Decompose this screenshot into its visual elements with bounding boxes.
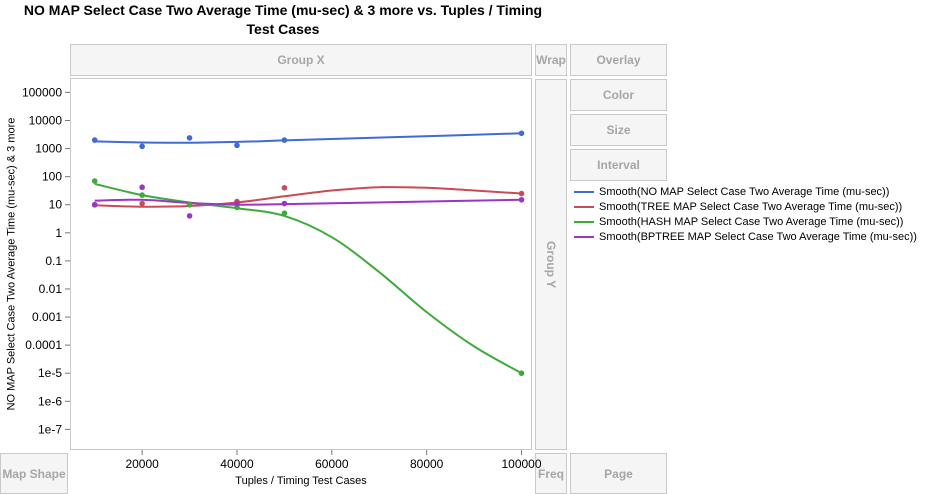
y-tick-label: 0.1 (45, 254, 62, 268)
legend-item[interactable]: Smooth(HASH MAP Select Case Two Average … (574, 214, 917, 229)
legend-swatch (574, 220, 594, 223)
y-tick-label: 0.001 (32, 310, 62, 324)
data-point-series-3 (186, 213, 193, 219)
chart-title: NO MAP Select Case Two Average Time (mu-… (0, 1, 566, 39)
y-tick-label: 1e-7 (38, 422, 62, 436)
y-axis-title: NO MAP Select Case Two Average Time (mu-… (2, 78, 20, 450)
color-label: Color (602, 88, 635, 102)
data-point-series-3 (139, 184, 145, 191)
wrap-label: Wrap (536, 53, 566, 67)
legend-label: Smooth(NO MAP Select Case Two Average Ti… (599, 185, 890, 198)
freq-label: Freq (537, 466, 564, 481)
smooth-curve-series-3 (94, 198, 522, 206)
y-tick-label: 1 (55, 226, 62, 240)
data-point-series-2 (234, 204, 240, 211)
y-tick-label: 1e-5 (38, 366, 62, 380)
data-point-series-3 (281, 200, 288, 207)
x-axis-title: Tuples / Timing Test Cases (235, 475, 367, 487)
data-point-series-2 (139, 192, 145, 198)
legend-swatch (574, 190, 594, 193)
legend-label: Smooth(HASH MAP Select Case Two Average … (599, 215, 904, 228)
plot-frame[interactable] (70, 78, 532, 450)
smooth-curve-series-0 (94, 132, 522, 144)
data-point-series-1 (281, 185, 288, 191)
map-shape-zone[interactable]: Map Shape (0, 453, 68, 494)
data-point-series-3 (91, 201, 98, 208)
legend: Smooth(NO MAP Select Case Two Average Ti… (574, 184, 917, 244)
legend-swatch (574, 205, 594, 208)
data-point-series-0 (518, 130, 525, 137)
x-tick-label: 20000 (125, 457, 159, 471)
data-point-series-0 (186, 135, 193, 141)
data-point-series-3 (234, 200, 240, 207)
data-point-series-2 (518, 370, 525, 377)
page-zone[interactable]: Page (570, 453, 667, 494)
data-point-series-2 (91, 178, 98, 184)
map-shape-label: Map Shape (2, 466, 66, 481)
y-tick-label: 1000 (35, 142, 62, 156)
smooth-curve-series-2 (94, 182, 522, 375)
size-zone[interactable]: Size (570, 114, 667, 146)
x-tick-label: 60000 (315, 457, 349, 471)
data-point-series-1 (139, 200, 145, 207)
group-x-zone[interactable]: Group X (70, 44, 532, 76)
color-zone[interactable]: Color (570, 79, 667, 111)
y-tick-label: 100 (42, 170, 62, 184)
plot-area (91, 130, 525, 377)
data-point-series-0 (139, 143, 145, 150)
y-tick-label: 1e-6 (38, 394, 62, 408)
chart-title-line-2: Test Cases (246, 21, 320, 37)
data-point-series-0 (281, 137, 288, 143)
y-tick-label: 10000 (29, 113, 63, 127)
data-point-series-3 (518, 196, 525, 203)
data-point-series-2 (186, 201, 193, 208)
group-x-label: Group X (277, 53, 325, 67)
legend-label: Smooth(TREE MAP Select Case Two Average … (599, 200, 903, 213)
overlay-zone[interactable]: Overlay (570, 44, 667, 76)
y-tick-label: 100000 (22, 85, 62, 99)
data-point-series-0 (234, 142, 240, 149)
page-label: Page (604, 466, 633, 481)
overlay-label: Overlay (596, 53, 641, 67)
group-y-zone[interactable]: Group Y (535, 79, 567, 450)
interval-zone[interactable]: Interval (570, 149, 667, 181)
y-tick-label: 10 (49, 198, 63, 212)
legend-item[interactable]: Smooth(TREE MAP Select Case Two Average … (574, 199, 917, 214)
y-axis-title-text: NO MAP Select Case Two Average Time (mu-… (5, 117, 17, 411)
data-point-series-1 (518, 190, 525, 197)
size-label: Size (606, 123, 631, 137)
group-y-label: Group Y (544, 240, 558, 289)
y-tick-label: 0.0001 (25, 338, 62, 352)
wrap-zone[interactable]: Wrap (535, 44, 567, 76)
chart-title-line-1: NO MAP Select Case Two Average Time (mu-… (23, 2, 543, 18)
smooth-curve-series-1 (94, 186, 522, 208)
y-tick-label: 0.01 (39, 282, 63, 296)
legend-swatch (574, 235, 594, 238)
x-tick-label: 40000 (220, 457, 254, 471)
x-tick-label: 80000 (410, 457, 444, 471)
freq-zone[interactable]: Freq (535, 453, 567, 494)
legend-item[interactable]: Smooth(NO MAP Select Case Two Average Ti… (574, 184, 917, 199)
legend-label: Smooth(BPTREE MAP Select Case Two Averag… (599, 230, 917, 243)
legend-item[interactable]: Smooth(BPTREE MAP Select Case Two Averag… (574, 229, 917, 244)
data-point-series-2 (281, 210, 288, 216)
interval-label: Interval (597, 158, 640, 172)
data-point-series-0 (91, 137, 98, 143)
